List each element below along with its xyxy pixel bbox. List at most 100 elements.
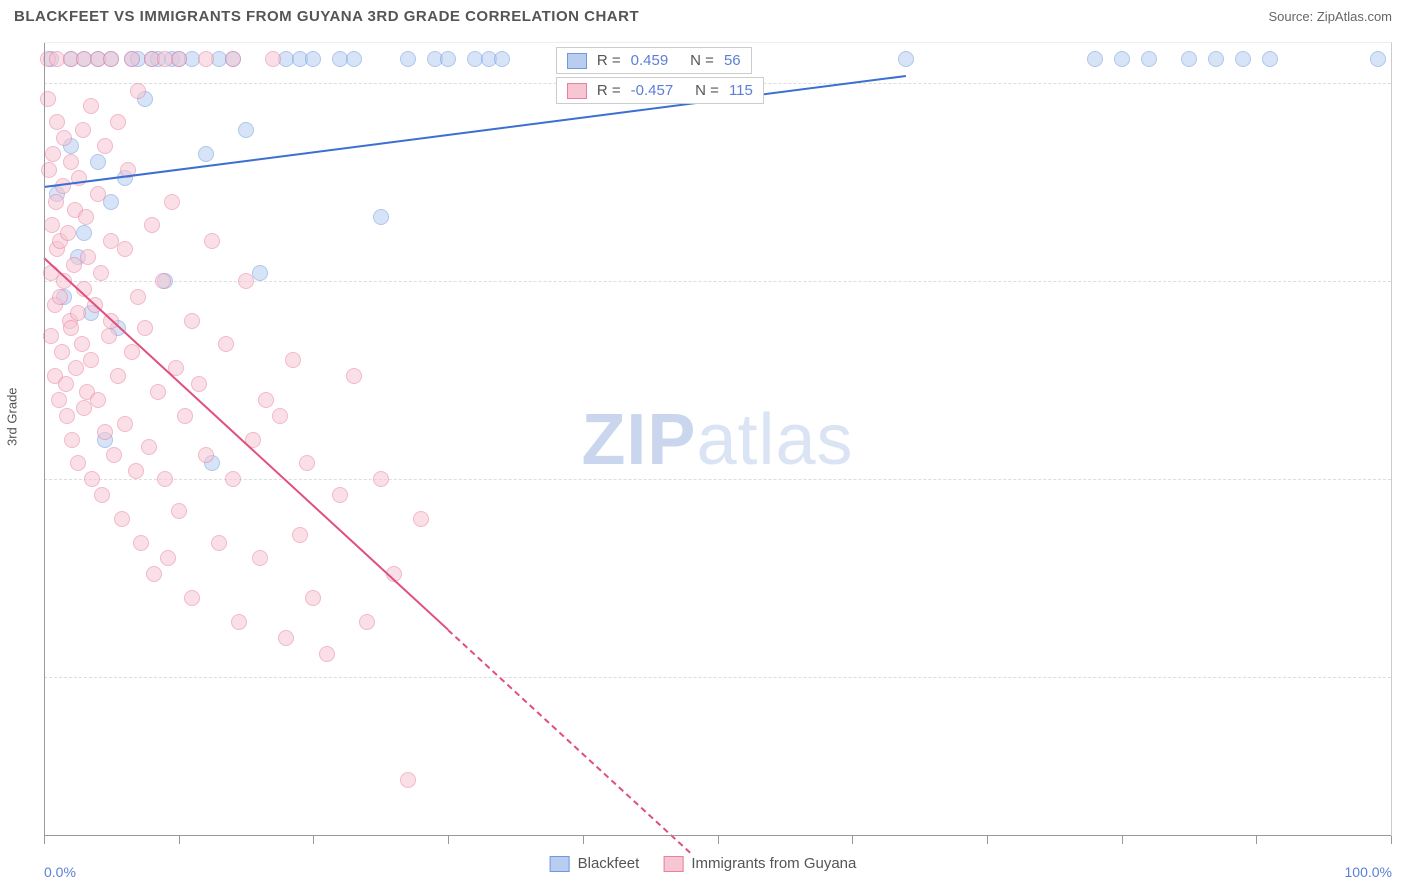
scatter-point — [258, 392, 274, 408]
r-value: -0.457 — [631, 82, 674, 99]
x-min-label: 0.0% — [44, 864, 76, 880]
scatter-point — [75, 122, 91, 138]
scatter-point — [137, 320, 153, 336]
scatter-point — [80, 249, 96, 265]
scatter-point — [198, 146, 214, 162]
scatter-point — [494, 51, 510, 67]
scatter-point — [332, 487, 348, 503]
scatter-point — [43, 328, 59, 344]
r-label: R = — [597, 52, 621, 69]
scatter-point — [171, 51, 187, 67]
scatter-point — [78, 209, 94, 225]
scatter-point — [898, 51, 914, 67]
scatter-point — [124, 344, 140, 360]
gridline — [44, 677, 1391, 678]
x-tick — [44, 836, 45, 844]
scatter-point — [292, 527, 308, 543]
legend-swatch — [663, 856, 683, 872]
scatter-point — [97, 424, 113, 440]
scatter-point — [1262, 51, 1278, 67]
y-tick-label: 92.5% — [1401, 670, 1406, 685]
scatter-point — [305, 51, 321, 67]
y-tick-label: 97.5% — [1401, 273, 1406, 288]
source-label: Source: ZipAtlas.com — [1268, 9, 1392, 24]
scatter-point — [74, 336, 90, 352]
legend-stat-row: R =0.459N =56 — [556, 47, 752, 74]
scatter-point — [114, 511, 130, 527]
scatter-point — [285, 352, 301, 368]
scatter-point — [1370, 51, 1386, 67]
r-value: 0.459 — [631, 52, 669, 69]
scatter-point — [93, 265, 109, 281]
scatter-point — [160, 550, 176, 566]
scatter-point — [48, 194, 64, 210]
scatter-point — [198, 447, 214, 463]
scatter-point — [272, 408, 288, 424]
scatter-point — [130, 289, 146, 305]
scatter-point — [373, 209, 389, 225]
legend-bottom: Blackfeet Immigrants from Guyana — [550, 855, 857, 872]
scatter-point — [177, 408, 193, 424]
scatter-point — [225, 51, 241, 67]
scatter-point — [218, 336, 234, 352]
legend-label: Immigrants from Guyana — [691, 855, 856, 872]
legend-swatch — [567, 53, 587, 69]
scatter-point — [299, 455, 315, 471]
scatter-point — [211, 535, 227, 551]
scatter-point — [400, 772, 416, 788]
x-tick — [179, 836, 180, 844]
scatter-point — [141, 439, 157, 455]
scatter-point — [90, 154, 106, 170]
scatter-point — [359, 614, 375, 630]
scatter-point — [130, 83, 146, 99]
scatter-point — [231, 614, 247, 630]
scatter-point — [1087, 51, 1103, 67]
x-max-label: 100.0% — [1345, 864, 1392, 880]
scatter-point — [164, 194, 180, 210]
scatter-point — [413, 511, 429, 527]
scatter-point — [84, 471, 100, 487]
scatter-point — [63, 320, 79, 336]
scatter-point — [400, 51, 416, 67]
scatter-point — [346, 368, 362, 384]
legend-item: Blackfeet — [550, 855, 640, 872]
scatter-point — [157, 51, 173, 67]
scatter-point — [319, 646, 335, 662]
scatter-point — [155, 273, 171, 289]
scatter-point — [150, 384, 166, 400]
scatter-point — [184, 590, 200, 606]
scatter-point — [1181, 51, 1197, 67]
scatter-point — [440, 51, 456, 67]
scatter-point — [373, 471, 389, 487]
x-tick — [852, 836, 853, 844]
x-tick — [1256, 836, 1257, 844]
scatter-point — [76, 225, 92, 241]
n-value: 115 — [729, 82, 753, 99]
chart-title: BLACKFEET VS IMMIGRANTS FROM GUYANA 3RD … — [14, 8, 639, 25]
legend-item: Immigrants from Guyana — [663, 855, 856, 872]
scatter-point — [1114, 51, 1130, 67]
scatter-point — [305, 590, 321, 606]
y-axis-title: 3rd Grade — [5, 387, 20, 446]
scatter-point — [146, 566, 162, 582]
y-tick-label: 95.0% — [1401, 472, 1406, 487]
scatter-point — [59, 408, 75, 424]
n-value: 56 — [724, 52, 741, 69]
scatter-point — [1235, 51, 1251, 67]
scatter-point — [44, 217, 60, 233]
gridline — [44, 479, 1391, 480]
scatter-point — [103, 51, 119, 67]
scatter-point — [54, 344, 70, 360]
trend-line — [44, 75, 906, 188]
scatter-point — [70, 305, 86, 321]
scatter-point — [110, 114, 126, 130]
scatter-point — [90, 186, 106, 202]
scatter-point — [346, 51, 362, 67]
y-axis — [44, 43, 45, 836]
x-tick — [987, 836, 988, 844]
legend-swatch — [550, 856, 570, 872]
y-tick-label: 100.0% — [1401, 75, 1406, 90]
scatter-point — [70, 455, 86, 471]
legend-label: Blackfeet — [578, 855, 640, 872]
r-label: R = — [597, 82, 621, 99]
